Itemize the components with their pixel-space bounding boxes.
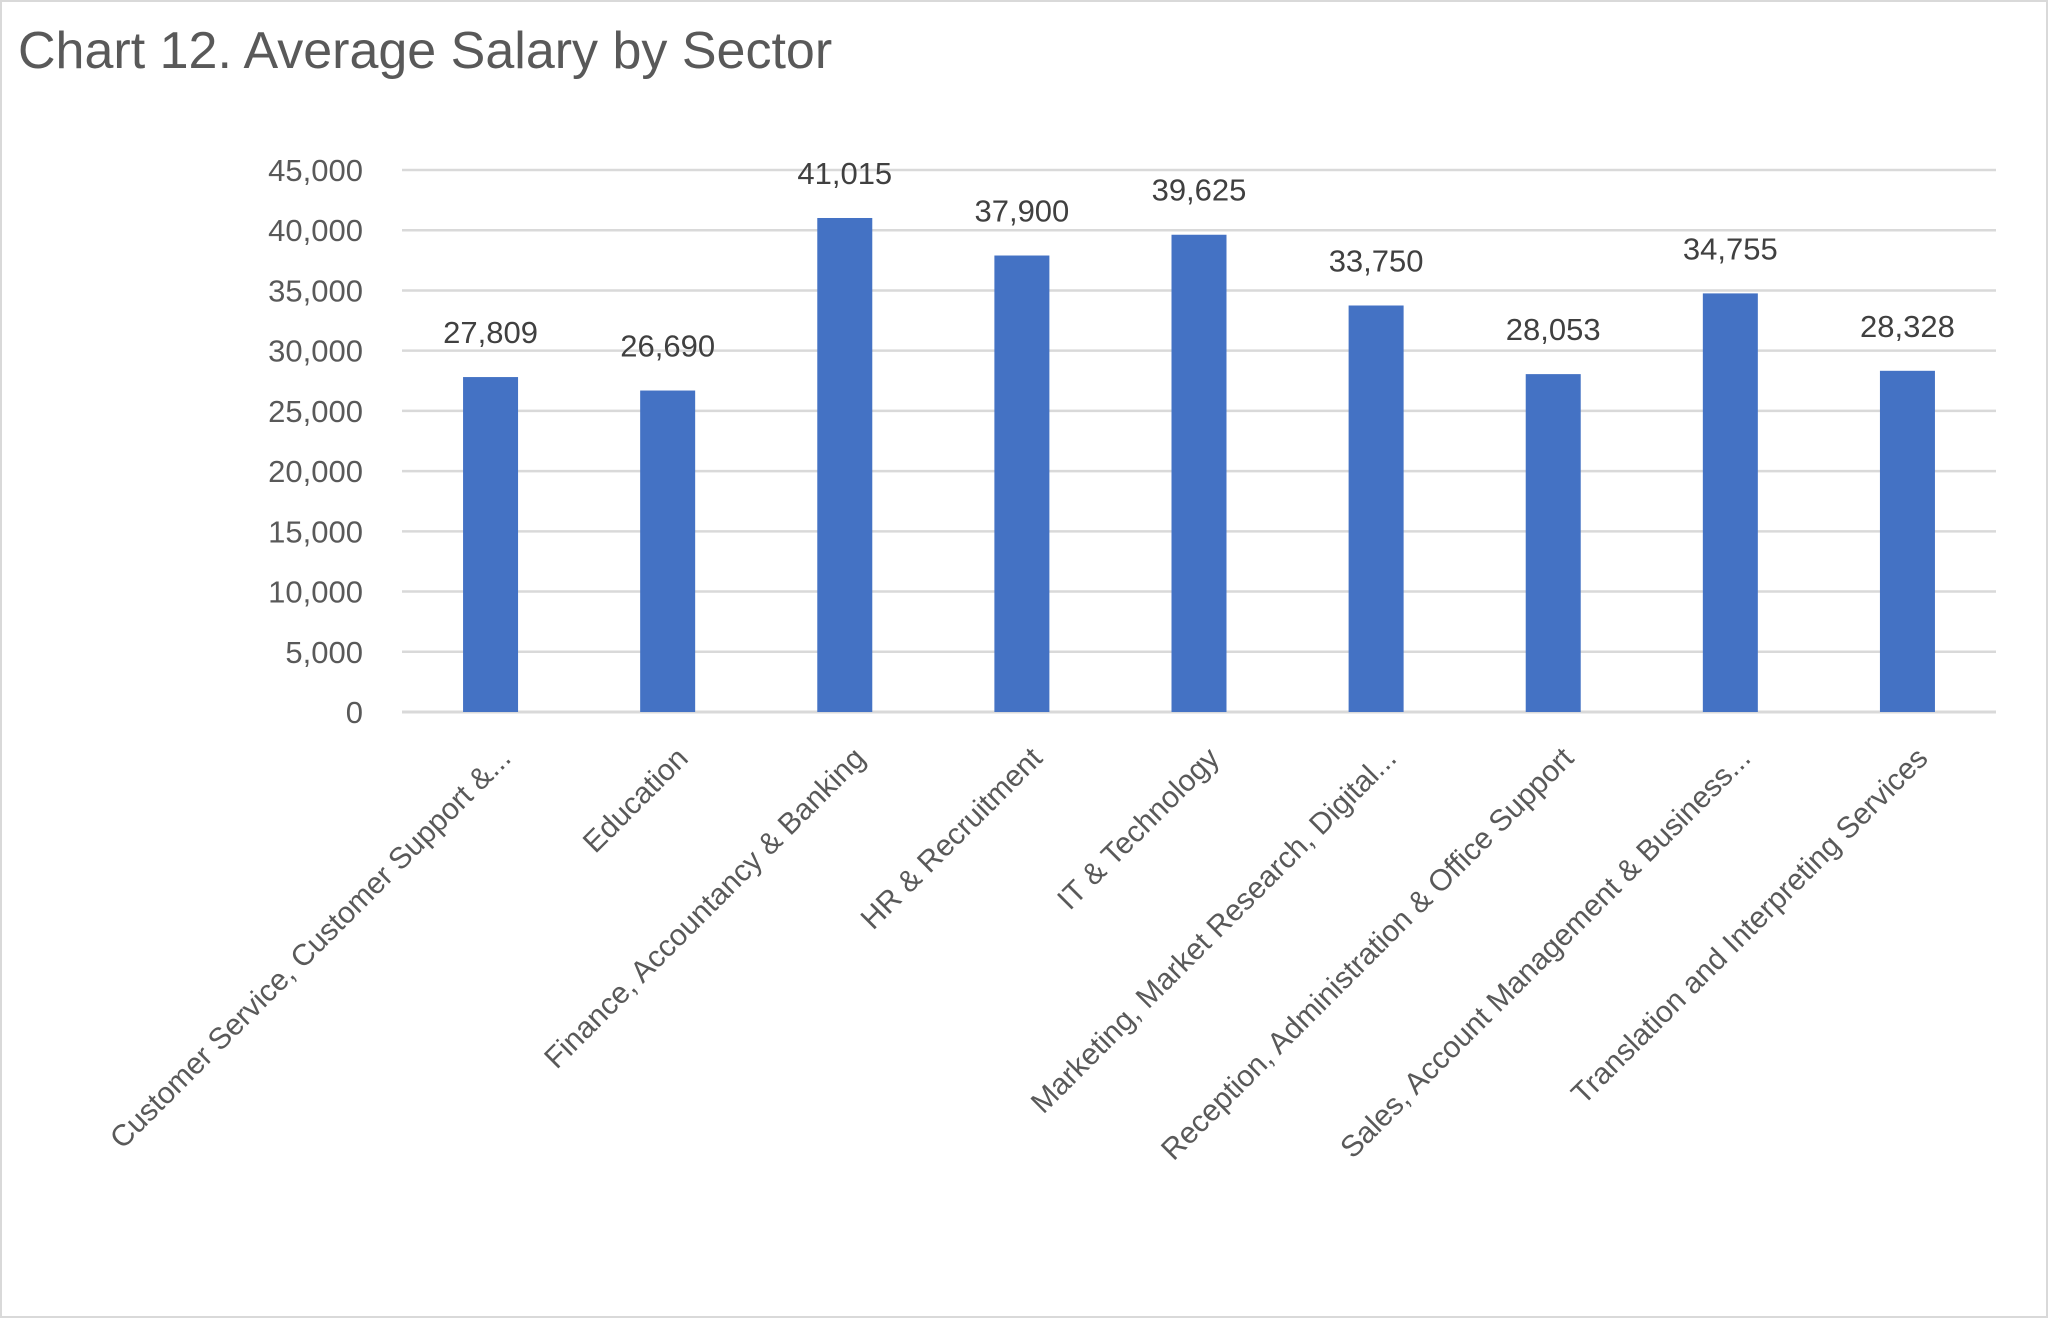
data-label: 34,755: [1683, 231, 1778, 266]
y-tick-label: 10,000: [268, 575, 363, 610]
bar: [1171, 234, 1227, 712]
x-tick-label: Customer Service, Customer Support &...: [104, 742, 518, 1156]
data-label: 41,015: [797, 156, 892, 191]
x-tick-label: IT & Technology: [1051, 742, 1226, 917]
data-label: 39,625: [1152, 173, 1247, 208]
bar: [463, 377, 519, 712]
data-label: 27,809: [443, 315, 538, 350]
y-tick-label: 15,000: [268, 514, 363, 549]
y-tick-label: 30,000: [268, 334, 363, 369]
bar: [817, 217, 873, 712]
chart-title: Chart 12. Average Salary by Sector: [18, 22, 832, 80]
y-tick-label: 45,000: [268, 153, 363, 188]
bar: [994, 255, 1050, 712]
x-tick-label: Reception, Administration & Office Suppo…: [1155, 741, 1580, 1166]
data-label: 33,750: [1329, 244, 1424, 279]
y-tick-label: 0: [346, 695, 363, 730]
bar: [1348, 305, 1404, 712]
x-tick-label: HR & Recruitment: [855, 741, 1050, 936]
x-tick-label: Sales, Account Management & Business...: [1334, 742, 1757, 1165]
x-tick-label: Education: [577, 742, 695, 860]
y-axis-ticks: 0 5,000 10,000 15,000 20,000 25,000 30,000 35,0…: [268, 153, 363, 730]
x-tick-label: Marketing, Market Research, Digital...: [1025, 742, 1403, 1120]
x-axis-labels: Customer Service, Customer Support &... E…: [104, 741, 1934, 1167]
data-labels: 27,809 26,690 41,015 37,900 39,625 33,750 28,0…: [443, 156, 1955, 364]
data-label: 26,690: [620, 329, 715, 364]
y-tick-label: 35,000: [268, 273, 363, 308]
y-tick-label: 40,000: [268, 213, 363, 248]
data-label: 28,053: [1506, 312, 1601, 347]
data-label: 37,900: [974, 194, 1069, 229]
bar: [640, 390, 696, 712]
x-tick-label: Translation and Interpreting Services: [1565, 742, 1934, 1111]
data-label: 28,328: [1860, 309, 1955, 344]
y-tick-label: 5,000: [285, 635, 363, 670]
bar: [1702, 293, 1758, 712]
bar: [1879, 370, 1935, 712]
y-tick-label: 25,000: [268, 394, 363, 429]
y-tick-label: 20,000: [268, 454, 363, 489]
bar: [1525, 374, 1581, 712]
bars: [463, 217, 1935, 712]
x-tick-label: Finance, Accountancy & Banking: [538, 742, 871, 1075]
